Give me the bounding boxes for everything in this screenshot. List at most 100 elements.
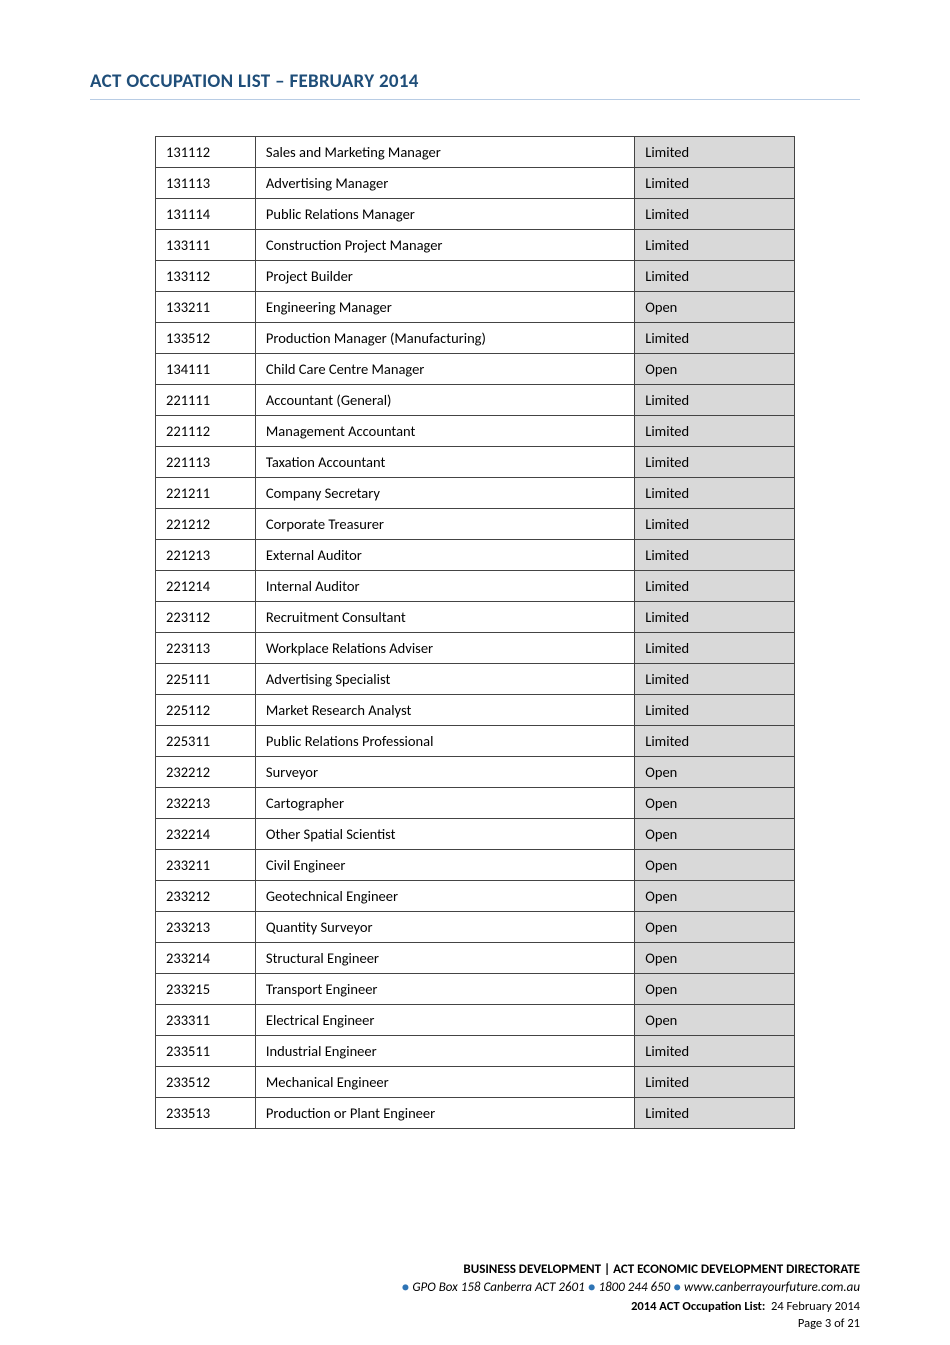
cell-code: 131113 (156, 168, 256, 199)
cell-code: 225112 (156, 695, 256, 726)
cell-status: Limited (635, 602, 795, 633)
cell-code: 134111 (156, 354, 256, 385)
table-row: 133111Construction Project ManagerLimite… (156, 230, 795, 261)
cell-code: 131112 (156, 137, 256, 168)
cell-code: 131114 (156, 199, 256, 230)
bullet-icon: ● (588, 1280, 596, 1295)
cell-code: 233214 (156, 943, 256, 974)
table-row: 133112Project BuilderLimited (156, 261, 795, 292)
cell-status: Limited (635, 261, 795, 292)
table-row: 221214Internal AuditorLimited (156, 571, 795, 602)
cell-status: Open (635, 354, 795, 385)
cell-status: Limited (635, 664, 795, 695)
table-row: 221211Company SecretaryLimited (156, 478, 795, 509)
cell-code: 221212 (156, 509, 256, 540)
cell-status: Limited (635, 1098, 795, 1129)
table-row: 221213External AuditorLimited (156, 540, 795, 571)
cell-occupation: Management Accountant (255, 416, 634, 447)
cell-code: 233215 (156, 974, 256, 1005)
cell-code: 221213 (156, 540, 256, 571)
table-row: 131113Advertising ManagerLimited (156, 168, 795, 199)
cell-occupation: Company Secretary (255, 478, 634, 509)
cell-code: 233212 (156, 881, 256, 912)
cell-occupation: Corporate Treasurer (255, 509, 634, 540)
cell-status: Limited (635, 323, 795, 354)
doc-date: 24 February 2014 (771, 1299, 860, 1314)
cell-status: Limited (635, 695, 795, 726)
cell-occupation: Other Spatial Scientist (255, 819, 634, 850)
footer-org: BUSINESS DEVELOPMENT | ACT ECONOMIC DEVE… (402, 1261, 860, 1279)
bullet-icon: ● (673, 1280, 681, 1295)
table-row: 223112Recruitment ConsultantLimited (156, 602, 795, 633)
cell-status: Limited (635, 447, 795, 478)
cell-status: Limited (635, 416, 795, 447)
cell-status: Limited (635, 385, 795, 416)
table-row: 221111Accountant (General)Limited (156, 385, 795, 416)
cell-status: Open (635, 1005, 795, 1036)
cell-status: Open (635, 974, 795, 1005)
table-row: 221112Management AccountantLimited (156, 416, 795, 447)
table-row: 232214Other Spatial ScientistOpen (156, 819, 795, 850)
cell-occupation: Civil Engineer (255, 850, 634, 881)
footer-addr2: 1800 244 650 (599, 1280, 671, 1295)
cell-code: 221111 (156, 385, 256, 416)
cell-occupation: Workplace Relations Adviser (255, 633, 634, 664)
cell-occupation: Advertising Manager (255, 168, 634, 199)
page-info: 2014 ACT Occupation List: 24 February 20… (631, 1299, 860, 1333)
cell-occupation: Geotechnical Engineer (255, 881, 634, 912)
doc-title-label: 2014 ACT Occupation List: (631, 1299, 765, 1314)
table-row: 221113Taxation AccountantLimited (156, 447, 795, 478)
cell-code: 232212 (156, 757, 256, 788)
cell-occupation: Market Research Analyst (255, 695, 634, 726)
page-number: Page 3 of 21 (631, 1316, 860, 1333)
table-row: 233213Quantity SurveyorOpen (156, 912, 795, 943)
cell-status: Limited (635, 230, 795, 261)
cell-occupation: Child Care Centre Manager (255, 354, 634, 385)
cell-occupation: External Auditor (255, 540, 634, 571)
cell-code: 233211 (156, 850, 256, 881)
cell-code: 225311 (156, 726, 256, 757)
cell-code: 225111 (156, 664, 256, 695)
footer-address: ● GPO Box 158 Canberra ACT 2601 ● 1800 2… (402, 1279, 860, 1297)
table-row: 233511Industrial EngineerLimited (156, 1036, 795, 1067)
table-row: 134111Child Care Centre ManagerOpen (156, 354, 795, 385)
cell-occupation: Structural Engineer (255, 943, 634, 974)
table-row: 233512Mechanical EngineerLimited (156, 1067, 795, 1098)
cell-code: 233213 (156, 912, 256, 943)
cell-status: Limited (635, 571, 795, 602)
cell-code: 221214 (156, 571, 256, 602)
cell-status: Limited (635, 1067, 795, 1098)
cell-occupation: Production or Plant Engineer (255, 1098, 634, 1129)
cell-occupation: Electrical Engineer (255, 1005, 634, 1036)
table-row: 221212Corporate TreasurerLimited (156, 509, 795, 540)
cell-occupation: Construction Project Manager (255, 230, 634, 261)
footer-block: BUSINESS DEVELOPMENT | ACT ECONOMIC DEVE… (402, 1261, 860, 1297)
cell-status: Limited (635, 726, 795, 757)
table-row: 233214Structural EngineerOpen (156, 943, 795, 974)
page-heading: ACT OCCUPATION LIST – FEBRUARY 2014 (90, 70, 860, 100)
table-row: 232212SurveyorOpen (156, 757, 795, 788)
cell-occupation: Taxation Accountant (255, 447, 634, 478)
cell-code: 233311 (156, 1005, 256, 1036)
table-row: 131114Public Relations ManagerLimited (156, 199, 795, 230)
bullet-icon: ● (402, 1280, 410, 1295)
table-row: 133512Production Manager (Manufacturing)… (156, 323, 795, 354)
cell-code: 223112 (156, 602, 256, 633)
table-row: 225311Public Relations ProfessionalLimit… (156, 726, 795, 757)
cell-occupation: Mechanical Engineer (255, 1067, 634, 1098)
cell-status: Open (635, 292, 795, 323)
cell-occupation: Production Manager (Manufacturing) (255, 323, 634, 354)
table-row: 131112Sales and Marketing ManagerLimited (156, 137, 795, 168)
cell-status: Limited (635, 168, 795, 199)
cell-occupation: Internal Auditor (255, 571, 634, 602)
cell-code: 233512 (156, 1067, 256, 1098)
table-row: 223113Workplace Relations AdviserLimited (156, 633, 795, 664)
cell-status: Limited (635, 199, 795, 230)
footer-addr1: GPO Box 158 Canberra ACT 2601 (412, 1280, 584, 1295)
cell-status: Limited (635, 509, 795, 540)
cell-occupation: Accountant (General) (255, 385, 634, 416)
cell-occupation: Transport Engineer (255, 974, 634, 1005)
table-row: 233311Electrical EngineerOpen (156, 1005, 795, 1036)
occupation-table-wrap: 131112Sales and Marketing ManagerLimited… (90, 136, 860, 1129)
cell-code: 232214 (156, 819, 256, 850)
